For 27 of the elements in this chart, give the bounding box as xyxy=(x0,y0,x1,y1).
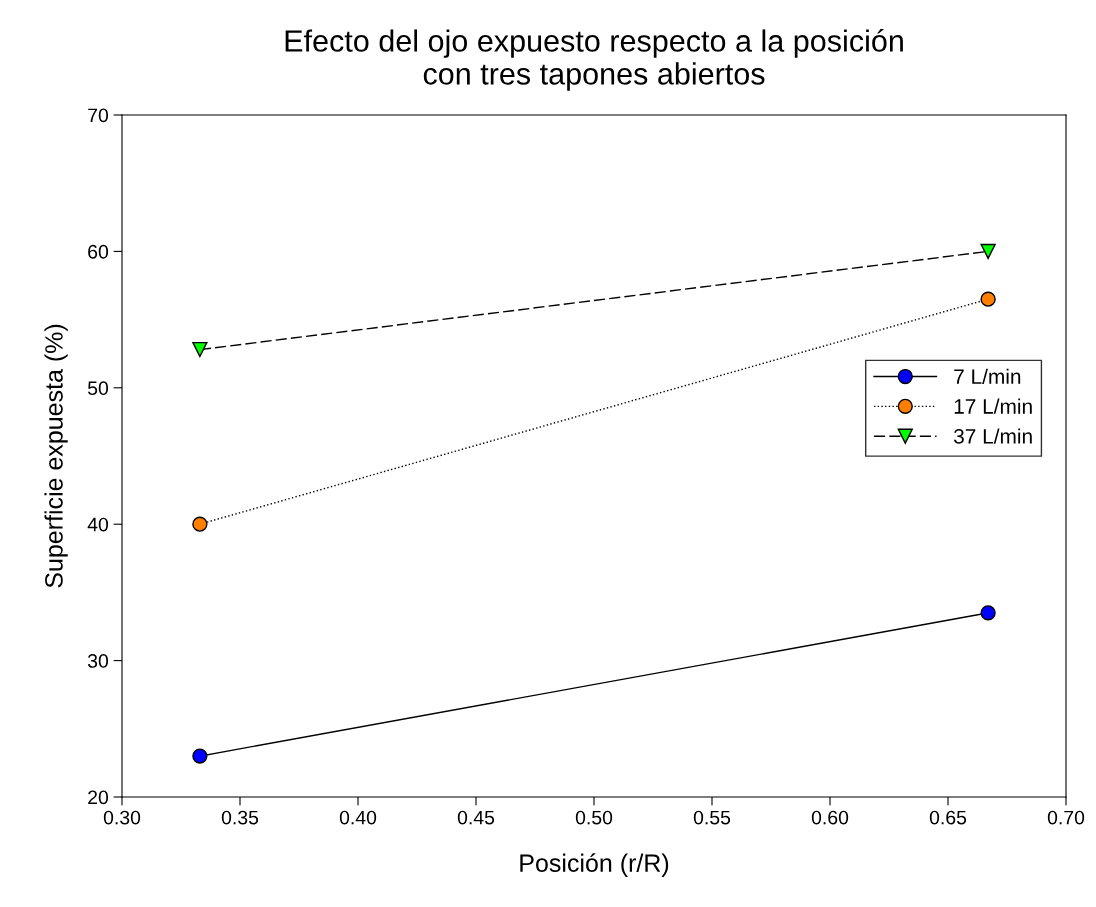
y-tick-label: 70 xyxy=(88,108,109,123)
x-tick-label: 0.55 xyxy=(693,810,731,825)
x-tick-label: 0.40 xyxy=(339,810,377,825)
x-tick-label: 0.35 xyxy=(221,810,259,825)
x-tick-label: 0.65 xyxy=(929,810,967,825)
point xyxy=(192,516,208,532)
y-tick-label: 20 xyxy=(88,790,109,805)
legend-label: 37 L/min xyxy=(953,428,1032,444)
y-tick-label: 60 xyxy=(88,244,109,259)
y-tick-label: 40 xyxy=(87,517,109,532)
legend-label: 17 L/min xyxy=(954,398,1032,414)
point xyxy=(192,748,208,764)
point xyxy=(980,243,996,260)
x-tick-label: 0.50 xyxy=(575,810,613,825)
x-tick-label: 0.45 xyxy=(457,810,495,825)
chart-title: Efecto del ojo expuesto respecto a la posición con tres tapones abiertos xyxy=(285,29,903,91)
point xyxy=(192,341,208,358)
x-axis-title: Posición (r/R) xyxy=(520,853,669,877)
point xyxy=(980,291,996,307)
x-tick-label: 0.70 xyxy=(1047,810,1085,825)
point xyxy=(980,605,996,621)
y-axis-title: Superficie expuesta (%) xyxy=(44,324,68,588)
y-tick-label: 30 xyxy=(87,654,109,668)
y-tick-label: 50 xyxy=(87,381,109,396)
x-tick-label: 0.60 xyxy=(811,810,849,825)
x-tick-label: 0.30 xyxy=(103,810,141,825)
legend-label: 7 L/min xyxy=(954,368,1021,385)
